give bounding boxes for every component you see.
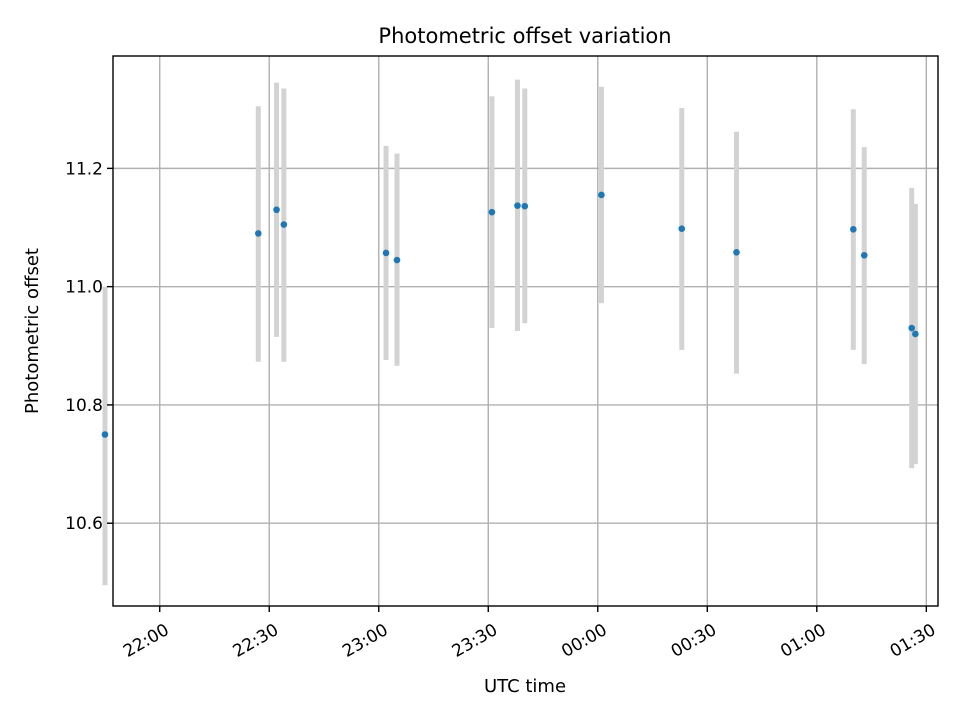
y-tick-label: 10.6 <box>65 514 103 534</box>
data-point <box>521 202 529 210</box>
grid-layer <box>113 56 938 606</box>
tick-layer: 22:00 22:30 23:00 23:30 00:00 00:30 01:00 01:30… <box>65 159 939 662</box>
data-point <box>488 208 496 216</box>
data-point <box>254 230 262 237</box>
y-tick-label: 10.8 <box>65 396 103 416</box>
x-tick-label: 23:30 <box>449 620 501 662</box>
data-point <box>101 431 109 438</box>
data-point <box>393 256 401 264</box>
data-point <box>382 249 390 257</box>
errorbar-layer <box>102 79 918 586</box>
data-point <box>598 191 605 199</box>
plot-frame <box>112 55 939 607</box>
point-layer <box>101 191 919 438</box>
x-tick-label: 00:30 <box>668 620 720 662</box>
x-tick-label: 22:00 <box>120 620 172 662</box>
data-point <box>733 249 740 256</box>
data-point <box>514 202 521 209</box>
x-tick-label: 01:00 <box>777 620 829 662</box>
data-point <box>678 225 686 232</box>
x-tick-label: 22:30 <box>230 620 282 662</box>
y-tick-label: 11.2 <box>65 159 103 179</box>
x-tick-label: 01:30 <box>887 620 939 662</box>
y-axis-label: Photometric offset <box>22 248 43 414</box>
data-point <box>273 206 280 214</box>
x-axis-label: UTC time <box>484 676 566 697</box>
data-point <box>908 324 916 332</box>
data-point <box>850 225 857 233</box>
chart-title: Photometric offset variation <box>378 24 671 48</box>
data-point <box>280 221 288 228</box>
x-tick-label: 23:00 <box>339 620 391 662</box>
x-tick-label: 00:00 <box>558 620 610 662</box>
data-point <box>912 330 919 338</box>
data-point <box>860 252 868 259</box>
y-tick-label: 11.0 <box>65 278 103 298</box>
